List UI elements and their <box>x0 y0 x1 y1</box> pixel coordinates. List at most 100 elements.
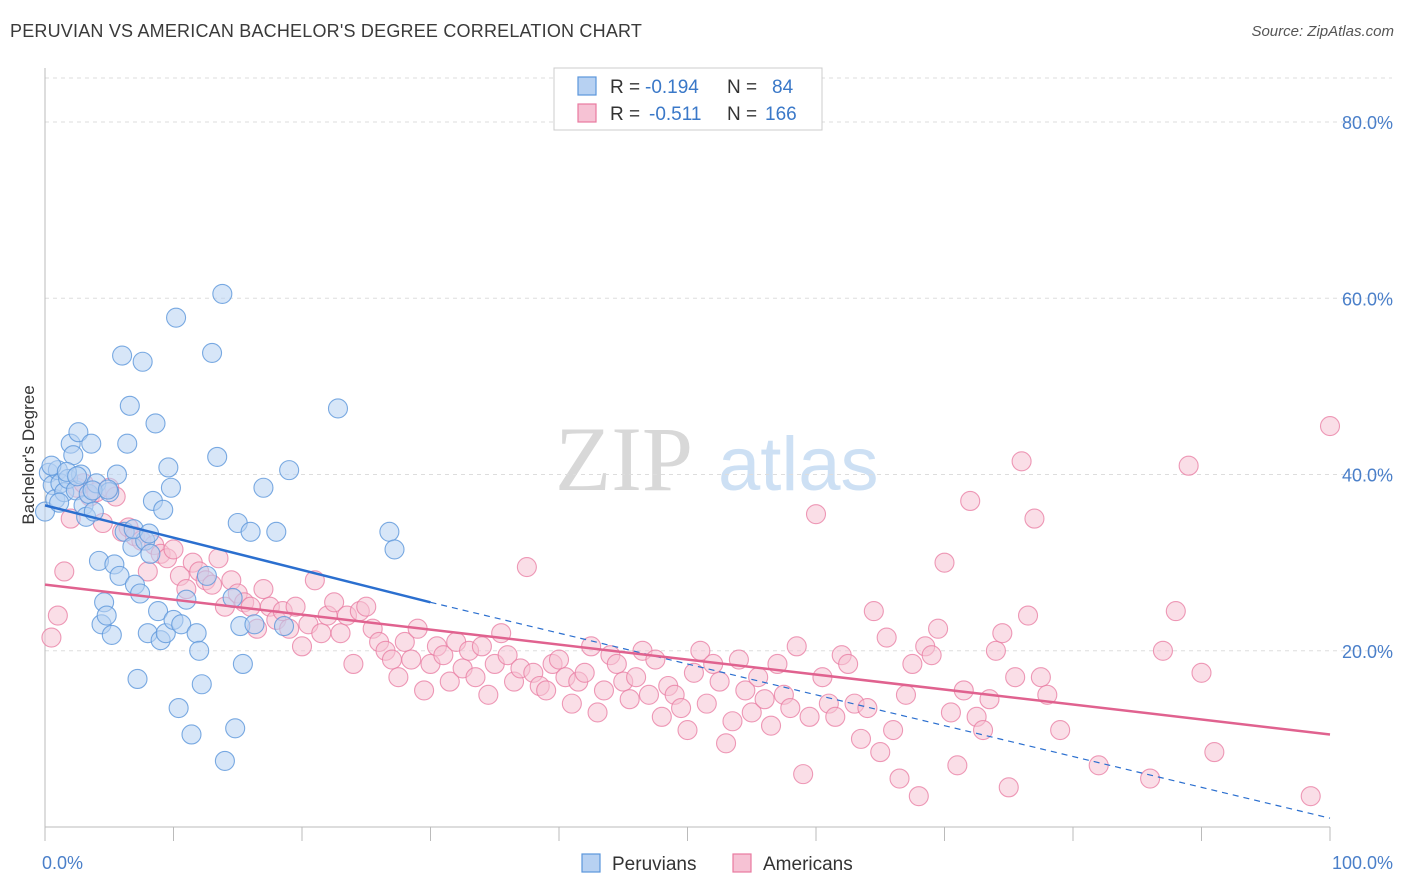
american-point-98 <box>671 697 692 719</box>
american-point-1 <box>47 605 68 626</box>
peruvian-point-65 <box>232 653 253 675</box>
peruvian-point-47 <box>160 477 181 498</box>
peruvian-point-60 <box>214 750 235 771</box>
american-point-77 <box>536 680 557 701</box>
american-point-119 <box>805 504 827 525</box>
peruvian-point-56 <box>196 565 217 586</box>
american-point-128 <box>863 601 884 622</box>
bottom-legend-label-americans: Americans <box>763 854 853 875</box>
american-point-55 <box>394 631 415 653</box>
peruvian-point-69 <box>266 521 287 542</box>
american-point-146 <box>979 689 1000 710</box>
peruvian-point-35 <box>130 583 151 604</box>
peruvian-point-22 <box>96 605 117 626</box>
peruvian-point-73 <box>379 521 400 542</box>
american-point-155 <box>1037 684 1058 705</box>
american-point-130 <box>876 627 897 648</box>
american-point-135 <box>908 786 929 807</box>
american-point-140 <box>940 702 961 723</box>
series-americans-points <box>41 416 1341 807</box>
american-point-127 <box>857 697 878 719</box>
american-point-117 <box>793 764 814 785</box>
chart-title: PERUVIAN VS AMERICAN BACHELOR'S DEGREE C… <box>10 21 643 41</box>
peruvian-point-16 <box>81 433 102 454</box>
legend-r-label-peruvians: R = <box>610 77 640 98</box>
y-tick-label-80: 80.0% <box>1342 113 1393 133</box>
american-point-74 <box>516 557 537 578</box>
peruvian-point-39 <box>140 543 161 564</box>
peruvian-point-74 <box>384 539 405 560</box>
american-point-99 <box>677 720 698 741</box>
peruvian-point-27 <box>109 565 130 586</box>
american-point-150 <box>1005 667 1026 688</box>
peruvian-point-80 <box>97 479 119 500</box>
x-tick-label-end: 100.0% <box>1332 853 1393 873</box>
x-tick-labels: 0.0% 100.0% <box>42 853 1393 873</box>
american-point-38 <box>285 596 306 617</box>
american-point-104 <box>709 671 730 692</box>
american-point-71 <box>497 645 518 666</box>
series-legend: Peruvians Americans <box>581 853 853 875</box>
peruvian-point-70 <box>273 616 295 637</box>
american-point-137 <box>921 645 942 666</box>
american-point-159 <box>1152 640 1173 661</box>
legend-n-label-peruvians: N = <box>727 77 757 98</box>
legend-n-value-peruvians: 84 <box>772 77 794 98</box>
american-point-147 <box>985 640 1006 661</box>
american-point-115 <box>780 697 801 719</box>
american-point-138 <box>928 618 949 639</box>
peruvian-point-57 <box>202 342 223 363</box>
american-point-58 <box>414 680 435 701</box>
american-point-108 <box>735 680 756 701</box>
american-point-105 <box>715 733 737 754</box>
american-point-133 <box>895 684 917 705</box>
american-point-165 <box>1319 416 1341 437</box>
peruvian-point-30 <box>117 433 138 454</box>
bottom-legend-label-peruvians: Peruvians <box>612 854 697 875</box>
american-point-148 <box>992 623 1013 644</box>
american-point-134 <box>902 653 923 675</box>
american-point-49 <box>356 596 377 617</box>
y-tick-labels: 20.0% 40.0% 60.0% 80.0% <box>1342 113 1393 662</box>
peruvian-point-59 <box>212 283 233 304</box>
peruvian-point-58 <box>207 446 228 467</box>
peruvian-point-72 <box>327 398 349 419</box>
series-peruvians-points <box>34 283 405 771</box>
peruvian-point-51 <box>171 614 192 635</box>
x-tick-label-start: 0.0% <box>42 853 83 873</box>
peruvian-point-78 <box>67 466 88 487</box>
gridlines <box>45 77 1392 652</box>
peruvian-point-67 <box>244 614 265 635</box>
american-point-152 <box>1017 605 1039 626</box>
peruvian-point-9 <box>63 445 84 466</box>
peruvian-point-41 <box>145 413 166 434</box>
american-point-19 <box>163 539 184 560</box>
american-point-151 <box>1011 451 1032 472</box>
american-point-156 <box>1050 720 1071 741</box>
american-point-149 <box>998 777 1019 798</box>
american-point-118 <box>799 706 820 727</box>
american-point-111 <box>754 689 775 710</box>
american-point-126 <box>850 728 872 749</box>
american-point-83 <box>574 662 595 683</box>
legend-swatch-peruvians <box>577 76 597 96</box>
american-point-56 <box>401 649 422 670</box>
american-point-68 <box>478 684 499 705</box>
trend-lines <box>44 504 1331 819</box>
american-point-95 <box>651 706 672 727</box>
legend-n-label-americans: N = <box>727 104 757 125</box>
legend-r-value-americans: -0.511 <box>649 104 701 125</box>
peruvian-point-53 <box>181 724 202 745</box>
american-point-93 <box>638 684 660 705</box>
american-point-157 <box>1088 755 1109 776</box>
peruvian-point-34 <box>127 668 148 690</box>
axes <box>44 68 1331 841</box>
source-credit: Source: ZipAtlas.com <box>1251 23 1394 40</box>
american-point-132 <box>889 768 910 789</box>
peruvian-point-54 <box>186 623 207 644</box>
american-point-163 <box>1204 742 1225 763</box>
american-point-67 <box>471 636 492 657</box>
american-point-154 <box>1030 667 1051 688</box>
american-point-81 <box>561 693 582 714</box>
peruvian-point-68 <box>253 477 274 498</box>
